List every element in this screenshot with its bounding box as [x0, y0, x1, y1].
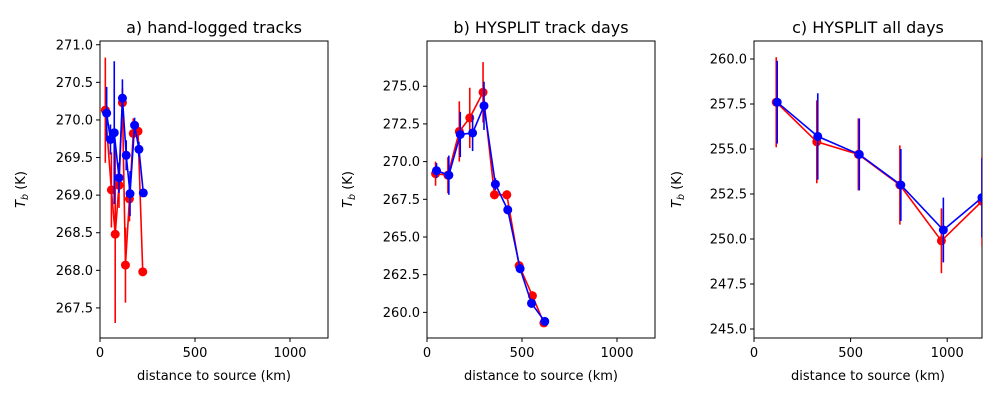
x-axis-label: distance to source (km): [791, 369, 945, 384]
chart-panel-2: b) HYSPLIT track days 0 500 1000 260.0 262.5 2…: [341, 18, 656, 384]
x-tick-label: 1000: [600, 346, 633, 361]
data-point: [772, 97, 782, 107]
y-tick-label: 267.5: [56, 301, 93, 316]
chart-title: b) HYSPLIT track days: [453, 18, 628, 37]
data-point: [527, 298, 536, 308]
data-point: [478, 87, 488, 97]
series-red: [771, 57, 982, 274]
data-point: [120, 260, 130, 270]
y-tick-label: 262.5: [383, 268, 420, 283]
data-point: [444, 170, 454, 180]
series-line: [775, 101, 982, 243]
y-tick-label: 247.5: [710, 278, 747, 293]
x-axis-label: distance to source (km): [137, 369, 291, 384]
data-point: [936, 236, 946, 246]
plot-area: [771, 57, 982, 274]
data-point: [121, 150, 131, 160]
y-tick-label: 269.0: [56, 189, 93, 204]
x-axis-label: distance to source (km): [464, 369, 618, 384]
y-tick-label: 268.0: [56, 264, 93, 279]
y-tick-label: 252.5: [710, 188, 747, 203]
series-line: [435, 89, 545, 324]
y-tick-label: 268.5: [56, 226, 93, 241]
y-tick-label: 255.0: [710, 143, 747, 158]
chart-title: a) hand-logged tracks: [126, 18, 302, 37]
x-tick-label: 0: [423, 346, 431, 361]
data-point: [125, 189, 135, 199]
chart-panel-3: c) HYSPLIT all days 0 500 1000 245.0 247.5 250…: [670, 18, 983, 384]
data-point: [130, 120, 140, 130]
y-tick-label: 269.5: [56, 151, 93, 166]
y-tick-label: 270.0: [383, 155, 420, 170]
y-tick-label: 270.5: [56, 76, 93, 91]
y-axis-label: Tb (K): [670, 171, 687, 208]
series-line: [776, 101, 982, 232]
data-point: [105, 134, 115, 144]
x-tick-label: 500: [838, 346, 863, 361]
data-point: [109, 128, 119, 138]
y-tick-label: 257.5: [710, 98, 747, 113]
data-point: [502, 190, 512, 200]
x-tick-label: 1000: [931, 346, 964, 361]
plot-frame: [753, 40, 983, 339]
y-tick-label: 270.0: [56, 113, 93, 128]
data-point: [813, 131, 823, 141]
series-blue: [102, 61, 148, 217]
data-point: [854, 149, 864, 159]
data-point: [138, 188, 148, 198]
data-point: [896, 180, 906, 190]
data-point: [490, 179, 500, 189]
x-tick-label: 0: [96, 346, 104, 361]
data-point: [540, 316, 550, 326]
data-point: [515, 264, 525, 274]
data-point: [138, 267, 148, 277]
series-blue: [432, 81, 550, 326]
y-axis-label: Tb (K): [341, 171, 358, 208]
data-point: [102, 108, 112, 118]
plot-area: [100, 57, 148, 323]
data-point: [503, 205, 513, 215]
y-tick-label: 271.0: [56, 38, 93, 53]
x-tick-label: 500: [510, 346, 535, 361]
data-point: [455, 129, 465, 139]
y-tick-label: 245.0: [710, 323, 747, 338]
plot-area: [431, 62, 550, 328]
data-point: [134, 144, 144, 154]
y-tick-label: 267.5: [383, 193, 420, 208]
data-point: [938, 225, 948, 235]
data-point: [110, 229, 120, 239]
y-tick-label: 260.0: [710, 53, 747, 68]
x-tick-label: 1000: [273, 346, 306, 361]
series-line: [436, 102, 546, 322]
data-point: [432, 166, 441, 176]
chart-panel-1: a) hand-logged tracks 0 500 1000 267.5 268.0 2…: [14, 18, 329, 384]
y-tick-label: 260.0: [383, 306, 420, 321]
chart-title: c) HYSPLIT all days: [792, 18, 944, 37]
y-tick-label: 265.0: [383, 230, 420, 245]
y-axis-label: Tb (K): [14, 171, 31, 208]
plot-frame: [99, 40, 329, 339]
y-tick-label: 250.0: [710, 233, 747, 248]
plot-frame: [426, 40, 656, 339]
data-point: [489, 190, 499, 200]
y-tick-label: 272.5: [383, 117, 420, 132]
y-tick-label: 275.0: [383, 80, 420, 95]
x-tick-label: 500: [183, 346, 208, 361]
data-point: [977, 193, 982, 203]
data-point: [479, 101, 489, 111]
data-point: [117, 93, 127, 103]
data-point: [114, 173, 124, 183]
series-blue: [772, 60, 982, 263]
x-tick-label: 0: [750, 346, 758, 361]
data-point: [468, 128, 478, 138]
